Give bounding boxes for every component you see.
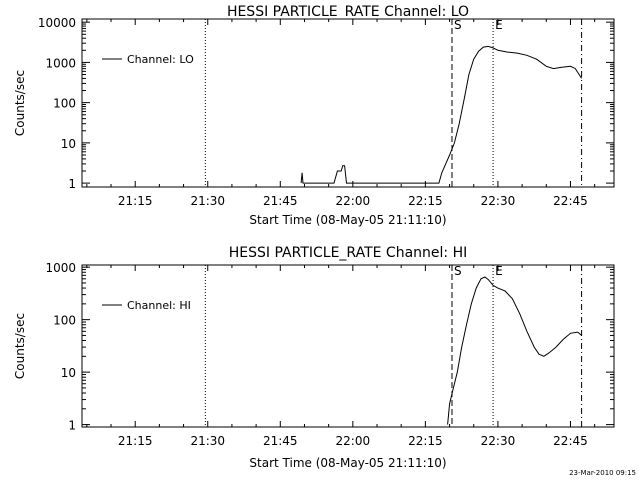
y-tick-label: 100 — [53, 97, 76, 111]
chart-title: HESSI PARTICLE_RATE Channel: LO — [227, 4, 469, 20]
y-tick-label: 1 — [68, 419, 76, 433]
y-tick-label: 100 — [53, 314, 76, 328]
x-axis-label: Start Time (08-May-05 21:11:10) — [249, 213, 446, 227]
chart-title: HESSI PARTICLE_RATE Channel: HI — [229, 245, 467, 261]
y-tick-label: 1000 — [45, 261, 76, 275]
legend-label: Channel: LO — [127, 53, 194, 66]
x-tick-label: 22:30 — [481, 194, 516, 208]
x-tick-label: 21:15 — [118, 434, 153, 448]
x-tick-label: 22:15 — [408, 434, 443, 448]
marker-label: S — [454, 264, 462, 278]
y-tick-label: 1000 — [45, 56, 76, 70]
x-tick-label: 21:30 — [190, 434, 225, 448]
timestamp-footer: 23-Mar-2010 09:15 — [569, 469, 636, 477]
x-tick-label: 21:45 — [263, 434, 298, 448]
x-tick-label: 21:30 — [190, 194, 225, 208]
x-tick-label: 22:45 — [553, 434, 588, 448]
series-line — [447, 276, 582, 425]
x-tick-label: 22:00 — [336, 194, 371, 208]
legend-label: Channel: HI — [127, 299, 191, 312]
series-line — [300, 45, 583, 184]
plot-frame — [81, 18, 615, 188]
x-tick-label: 22:30 — [481, 434, 516, 448]
x-tick-label: 22:45 — [553, 194, 588, 208]
y-axis-label: Counts/sec — [13, 70, 27, 136]
y-axis-label: Counts/sec — [13, 313, 27, 379]
y-tick-label: 10 — [61, 366, 76, 380]
marker-label: E — [495, 18, 503, 32]
plot-frame — [81, 264, 615, 428]
x-tick-label: 22:00 — [336, 434, 371, 448]
y-tick-label: 10 — [61, 137, 76, 151]
panel-lo: HESSI PARTICLE_RATE Channel: LO 21:15 21:3… — [13, 4, 615, 227]
panel-hi: HESSI PARTICLE_RATE Channel: HI 21:15 21:3… — [13, 245, 615, 470]
x-tick-label: 22:15 — [408, 194, 443, 208]
y-tick-label: 1 — [68, 177, 76, 191]
y-tick-label: 10000 — [38, 16, 76, 30]
marker-label: E — [495, 264, 503, 278]
x-axis-label: Start Time (08-May-05 21:11:10) — [249, 456, 446, 470]
x-tick-label: 21:45 — [263, 194, 298, 208]
x-tick-label: 21:15 — [118, 194, 153, 208]
marker-label: S — [454, 18, 462, 32]
